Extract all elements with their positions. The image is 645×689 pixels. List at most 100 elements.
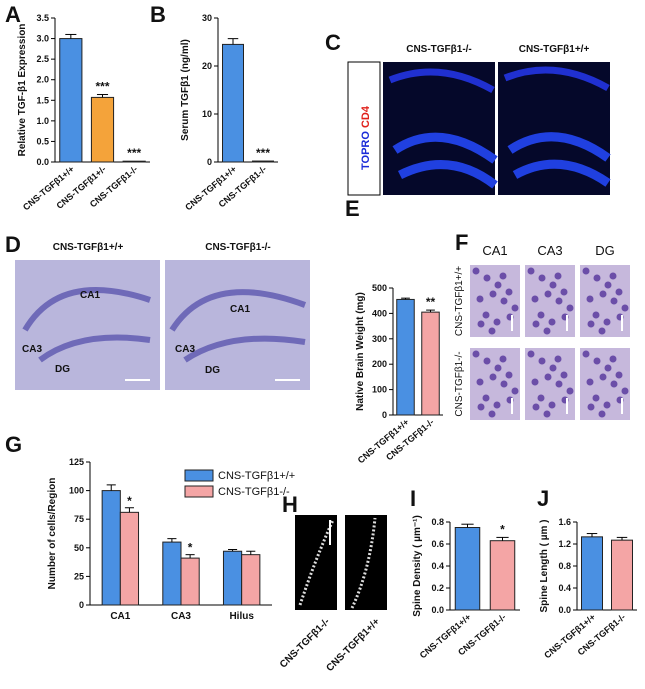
y-tick-label: 3.0 [36, 34, 49, 44]
bar [454, 527, 481, 611]
cell [555, 380, 563, 388]
bar [222, 43, 244, 163]
tissue [507, 132, 611, 187]
y-tick-label: 1.5 [36, 95, 49, 105]
cell [499, 272, 507, 280]
cell [482, 394, 490, 402]
region-label: CA1 [230, 304, 250, 315]
bar [162, 541, 182, 606]
dendrite [350, 517, 377, 609]
image-grid: CA1 CA3 DG CNS-TGFβ1+/+ CNS-TGFβ1-/- [454, 243, 630, 420]
cell [603, 318, 611, 326]
bar [396, 298, 415, 416]
cell [599, 290, 607, 298]
cell [493, 401, 501, 409]
cell [477, 320, 485, 328]
tissue [503, 66, 610, 92]
cell [489, 373, 497, 381]
cell [505, 288, 513, 296]
y-tick-label: 0.8 [431, 517, 444, 527]
panel-letter: C [325, 30, 341, 55]
y-tick-label: 10 [202, 109, 212, 119]
tissue [392, 132, 498, 189]
cell [494, 281, 502, 289]
cell [586, 378, 594, 386]
y-tick-label: 0.4 [431, 561, 444, 571]
cell [544, 290, 552, 298]
cell [543, 327, 551, 335]
legend-swatch [184, 485, 214, 498]
panel-letter: F [455, 230, 468, 255]
cell [483, 357, 491, 365]
cell [609, 272, 617, 280]
row-label: CNS-TGFβ1+/+ [454, 266, 465, 336]
y-tick-label: 1.6 [558, 517, 571, 527]
image-title: CNS-TGFβ1+/+ [53, 242, 124, 253]
y-tick-label: 0 [207, 157, 212, 167]
cell [555, 297, 563, 305]
cell [593, 274, 601, 282]
cell [488, 410, 496, 418]
cell [544, 373, 552, 381]
x-tick-label: CA1 [110, 611, 130, 622]
cell [543, 410, 551, 418]
bar [59, 38, 83, 163]
cell [505, 371, 513, 379]
panel-letter: J [537, 486, 549, 511]
y-tick-label: 0.8 [558, 561, 571, 571]
cell [554, 272, 562, 280]
cell [472, 267, 480, 275]
bar [180, 557, 200, 606]
cell [494, 364, 502, 372]
bar [611, 539, 633, 611]
cell [610, 380, 618, 388]
legend-label: CNS-TGFβ1-/- [218, 486, 290, 498]
y-tick-label: 0 [382, 410, 387, 420]
significance: *** [256, 146, 270, 160]
y-tick-label: 400 [372, 308, 387, 318]
bar [222, 550, 243, 606]
region-label: DG [55, 364, 70, 375]
cell [537, 394, 545, 402]
cell [549, 281, 557, 289]
micrograph [15, 260, 160, 390]
cell [604, 364, 612, 372]
y-tick-label: 0.0 [431, 605, 444, 615]
cell [538, 274, 546, 282]
y-axis-label: Spine Length ( µm ) [539, 520, 550, 613]
image-title: CNS-TGFβ1-/- [406, 44, 472, 55]
y-tick-label: 0.2 [431, 583, 444, 593]
tissue [388, 68, 495, 94]
y-tick-label: 1.0 [36, 116, 49, 126]
column-label: CA3 [537, 243, 562, 258]
y-axis-label: Native Brain Weight (mg) [355, 292, 366, 411]
significance: ** [426, 295, 436, 309]
cell [527, 267, 535, 275]
panel-letter: H [282, 492, 298, 517]
y-tick-label: 25 [74, 571, 84, 581]
cell [615, 288, 623, 296]
channel-name: TOPRO [360, 131, 372, 170]
cell [587, 320, 595, 328]
bar [252, 160, 274, 163]
significance: * [127, 494, 132, 508]
y-axis-label: Number of cells/Region [47, 478, 58, 590]
cell [621, 387, 629, 395]
column-label: CA1 [482, 243, 507, 258]
tissue [22, 287, 151, 363]
panel-letter: D [5, 232, 21, 257]
cell [532, 320, 540, 328]
y-axis-label: Relative TGF-β1 Expression [17, 24, 28, 157]
panel-letter: E [345, 196, 360, 221]
cell [592, 311, 600, 319]
panel-letter: G [5, 432, 22, 457]
cell [527, 350, 535, 358]
cell [582, 267, 590, 275]
y-tick-label: 2.5 [36, 54, 49, 64]
cell [531, 378, 539, 386]
cell [566, 304, 574, 312]
cell [615, 371, 623, 379]
x-tick-label: CNS-TGFβ1+/+ [21, 164, 76, 212]
cell [476, 295, 484, 303]
y-tick-label: 125 [69, 457, 84, 467]
